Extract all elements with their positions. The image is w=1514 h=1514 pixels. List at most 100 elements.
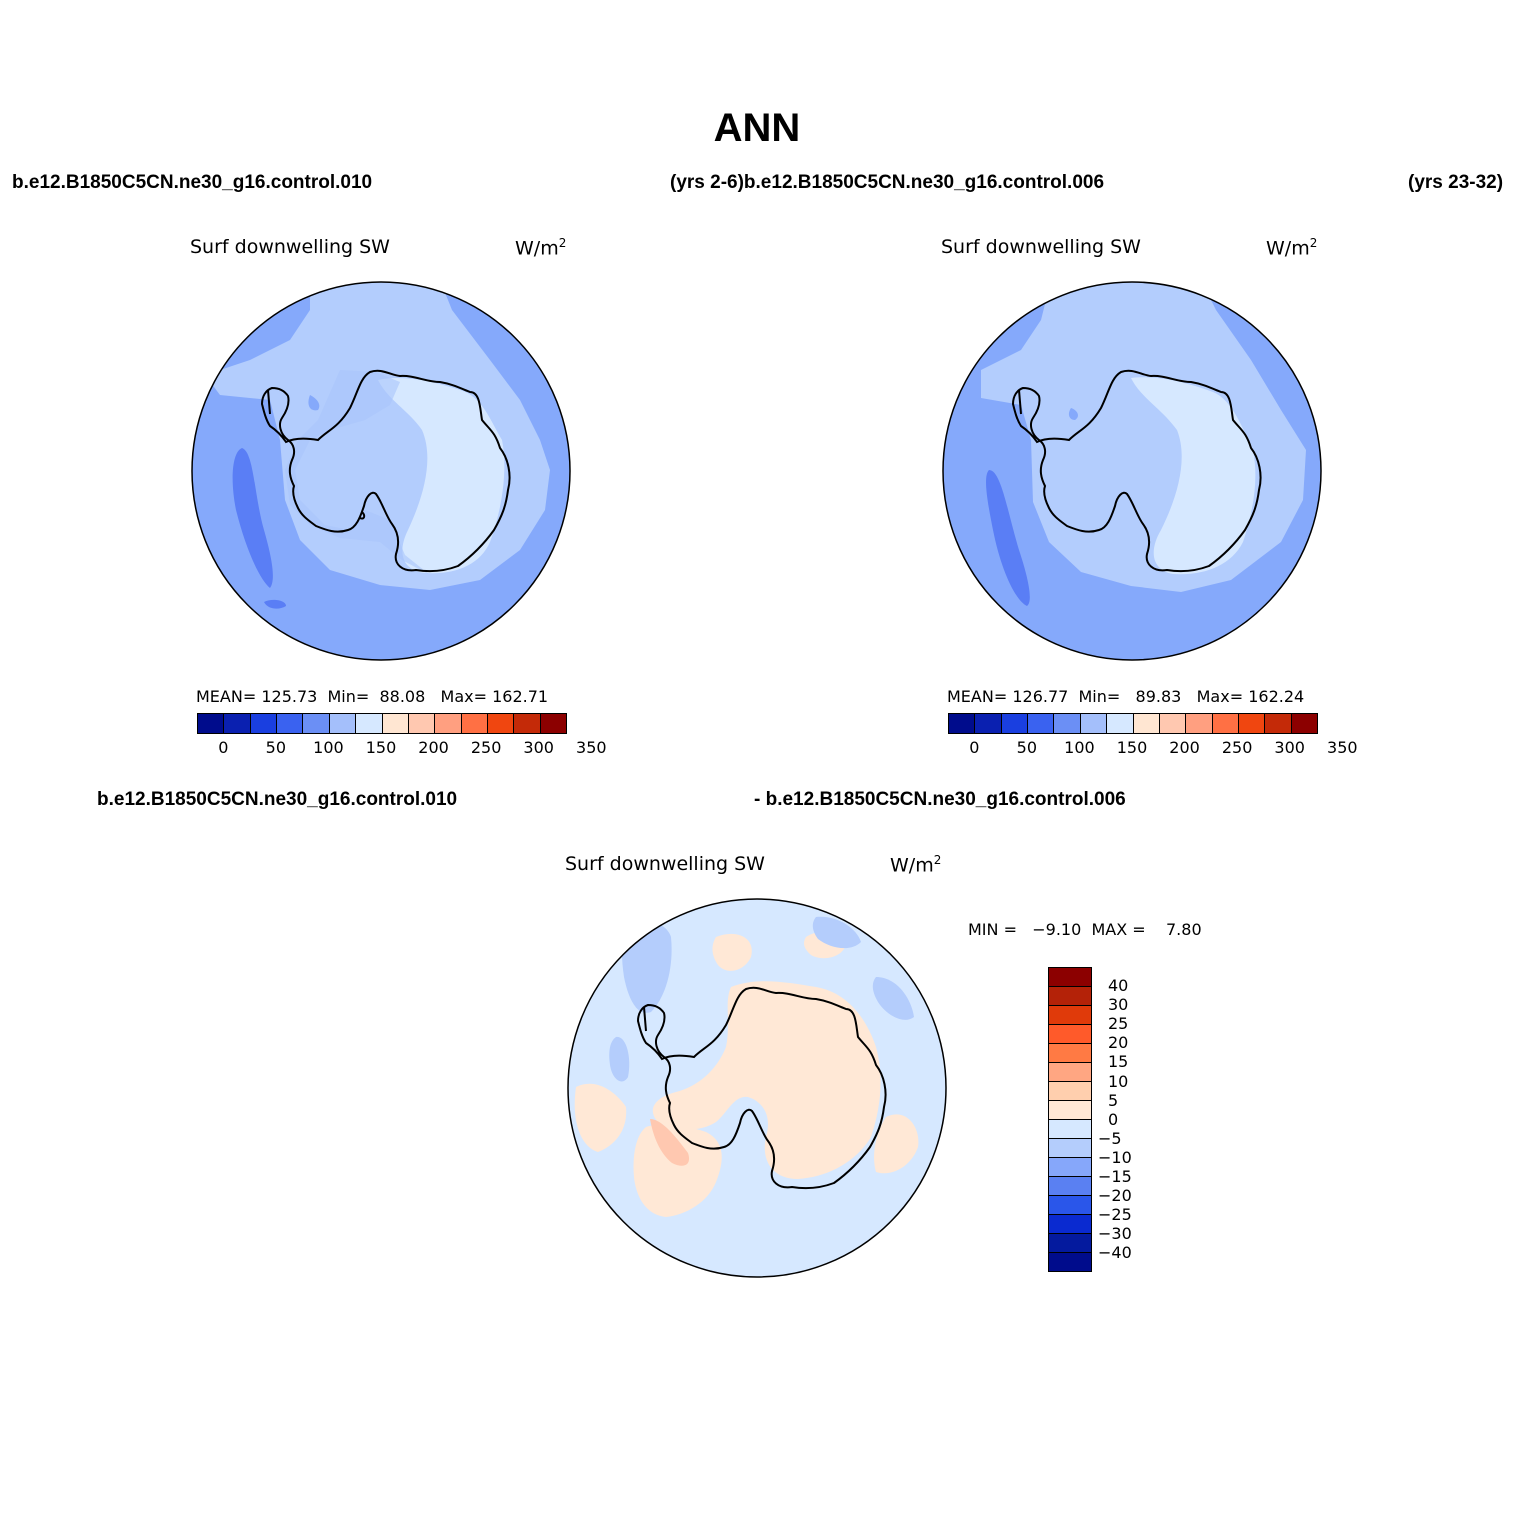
- colorbar-swatch: [329, 714, 357, 733]
- figure-title: ANN: [713, 106, 801, 150]
- colorbar-swatch: [1049, 1215, 1091, 1234]
- colorbar-tick-label: −25: [1098, 1205, 1132, 1225]
- colorbar-swatch: [1049, 1120, 1091, 1139]
- colorbar-swatch: [1049, 1196, 1091, 1215]
- colorbar-swatch: [382, 714, 409, 733]
- colorbar-swatch: [1049, 987, 1091, 1006]
- colorbar-tick-label: 200: [418, 738, 449, 757]
- case-label-right: (yrs 23-32): [1408, 172, 1504, 193]
- colorbar-swatch: [1186, 714, 1213, 733]
- colorbar-swatch: [250, 714, 278, 733]
- colorbar-swatch: [1049, 1101, 1091, 1120]
- colorbar-tick-label: 150: [365, 738, 397, 757]
- panel1-polar-map: [191, 281, 571, 661]
- panel2-colorbar-ticks: 0 50 100 150 200 250 300 350: [948, 738, 1357, 758]
- colorbar-swatch: [1049, 1082, 1091, 1101]
- colorbar-tick-label: 40: [1108, 976, 1129, 995]
- diff-minmax: MIN = −9.10 MAX = 7.80: [968, 920, 1202, 939]
- colorbar-swatch: [540, 714, 567, 733]
- colorbar-swatch: [1049, 1234, 1091, 1253]
- colorbar-swatch: [1049, 1177, 1091, 1196]
- colorbar-tick-label: 0: [218, 738, 229, 757]
- colorbar-swatch: [435, 714, 462, 733]
- colorbar-tick-label: 350: [1327, 738, 1358, 757]
- colorbar-swatch: [1049, 1253, 1091, 1271]
- colorbar-swatch: [1001, 714, 1029, 733]
- colorbar-swatch: [1028, 714, 1055, 733]
- colorbar-tick-label: 300: [523, 738, 554, 757]
- colorbar-swatch: [461, 714, 488, 733]
- colorbar-tick-label: 200: [1169, 738, 1200, 757]
- colorbar-swatch: [198, 714, 225, 733]
- panel2-units: W/m2: [1266, 236, 1318, 260]
- colorbar-swatch: [1238, 714, 1266, 733]
- colorbar-tick-label: −10: [1098, 1147, 1132, 1167]
- panel2-polar-map: [942, 281, 1322, 661]
- colorbar-swatch: [975, 714, 1002, 733]
- diff-colorbar-ticks: 40 30 25 20 15 10 5 0 −5 −10 −15 −20 −25 −30 −40: [1098, 976, 1158, 1276]
- colorbar-swatch: [514, 714, 541, 733]
- colorbar-swatch: [949, 714, 976, 733]
- colorbar-tick-label: 100: [1064, 738, 1095, 757]
- map-boundary: [567, 898, 947, 1278]
- colorbar-swatch: [1049, 1063, 1091, 1082]
- map-boundary: [191, 281, 571, 661]
- colorbar-swatch: [1159, 714, 1187, 733]
- panel1-colorbar-ticks: 0 50 100 150 200 250 300 350: [197, 738, 606, 758]
- ocean-dark-region: [986, 470, 1030, 606]
- colorbar-tick-label: 50: [1016, 738, 1038, 757]
- colorbar-swatch: [1212, 714, 1239, 733]
- colorbar-tick-label: 0: [1108, 1109, 1119, 1129]
- colorbar-swatch: [224, 714, 251, 733]
- colorbar-tick-label: −20: [1098, 1186, 1132, 1206]
- panel1-variable: Surf downwelling SW: [190, 236, 390, 258]
- panel1-stats: MEAN= 125.73 Min= 88.08 Max= 162.71: [196, 687, 549, 706]
- colorbar-swatch: [277, 714, 304, 733]
- colorbar-swatch: [1133, 714, 1160, 733]
- colorbar-tick-label: 10: [1108, 1071, 1129, 1091]
- diff-variable: Surf downwelling SW: [565, 853, 765, 875]
- colorbar-swatch: [487, 714, 515, 733]
- colorbar-swatch: [1049, 1025, 1091, 1044]
- panel2-colorbar: [948, 713, 1318, 734]
- colorbar-swatch: [1049, 1044, 1091, 1063]
- panel2-variable: Surf downwelling SW: [941, 236, 1141, 258]
- colorbar-swatch: [1107, 714, 1134, 733]
- colorbar-tick-label: 5: [1108, 1090, 1119, 1110]
- colorbar-tick-label: 30: [1108, 995, 1129, 1015]
- colorbar-swatch: [1265, 714, 1292, 733]
- diff-units: W/m2: [890, 853, 942, 877]
- colorbar-tick-label: −5: [1098, 1128, 1122, 1148]
- colorbar-tick-label: 15: [1108, 1052, 1129, 1072]
- colorbar-tick-label: 150: [1116, 738, 1148, 757]
- colorbar-tick-label: 350: [576, 738, 607, 757]
- colorbar-tick-label: −30: [1098, 1224, 1132, 1244]
- diff-positive-strong-region: [650, 1119, 690, 1166]
- colorbar-tick-label: 0: [969, 738, 980, 757]
- colorbar-tick-label: 20: [1108, 1033, 1129, 1053]
- case-label-left: b.e12.B1850C5CN.ne30_g16.control.010: [12, 172, 373, 193]
- colorbar-tick-label: −15: [1098, 1167, 1132, 1186]
- diff-case-left: b.e12.B1850C5CN.ne30_g16.control.010: [97, 789, 458, 810]
- colorbar-tick-label: 100: [313, 738, 344, 757]
- ice-pale-region: [1131, 377, 1256, 575]
- colorbar-tick-label: 50: [265, 738, 287, 757]
- colorbar-swatch: [1054, 714, 1081, 733]
- colorbar-swatch: [1049, 1158, 1091, 1177]
- diff-polar-map: [567, 898, 947, 1278]
- diff-positive-region: [652, 981, 881, 1179]
- colorbar-swatch: [1049, 1139, 1091, 1158]
- colorbar-swatch: [1049, 968, 1091, 987]
- colorbar-tick-label: −40: [1098, 1243, 1132, 1263]
- diff-colorbar: [1048, 967, 1092, 1272]
- colorbar-swatch: [1291, 714, 1318, 733]
- diff-case-right: - b.e12.B1850C5CN.ne30_g16.control.006: [754, 789, 1126, 810]
- colorbar-swatch: [408, 714, 436, 733]
- case-label-middle: (yrs 2-6)b.e12.B1850C5CN.ne30_g16.contro…: [670, 172, 1105, 193]
- colorbar-tick-label: 25: [1108, 1014, 1129, 1034]
- map-boundary: [942, 281, 1322, 661]
- colorbar-swatch: [1080, 714, 1108, 733]
- panel1-units: W/m2: [515, 236, 567, 260]
- colorbar-swatch: [356, 714, 383, 733]
